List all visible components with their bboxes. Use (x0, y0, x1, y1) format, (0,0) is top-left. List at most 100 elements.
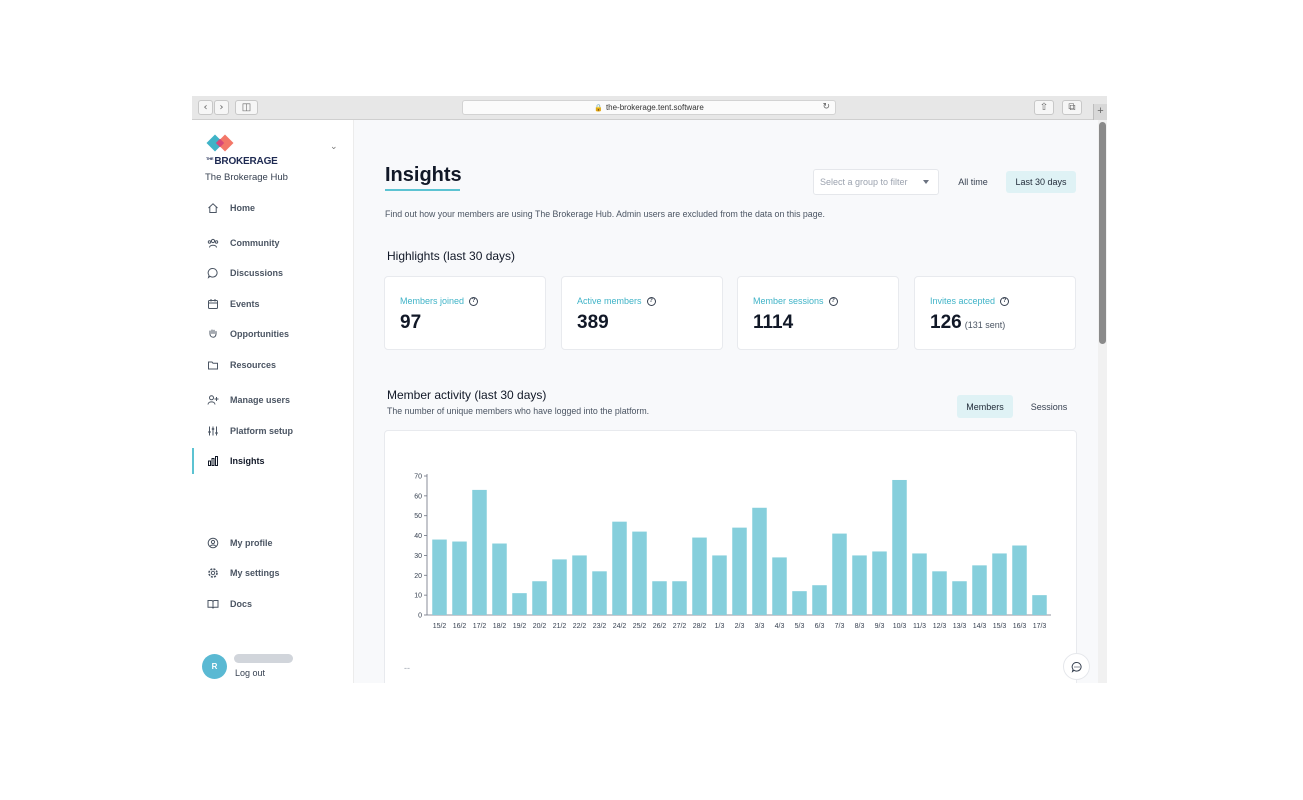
user-circle-icon (207, 537, 219, 549)
sidebar-item-home[interactable]: Home (192, 198, 354, 218)
card-label: Member sessions? (753, 296, 838, 306)
bar-14-3 (972, 565, 987, 615)
bar-18-2 (492, 543, 507, 615)
sidebar-item-resources[interactable]: Resources (192, 355, 354, 375)
share-icon[interactable]: ⇧ (1034, 100, 1054, 115)
y-tick-label: 60 (414, 493, 422, 500)
sidebar-item-label: Platform setup (230, 426, 294, 436)
y-tick-label: 30 (414, 553, 422, 560)
bar-24-2 (612, 521, 627, 615)
x-tick-label: 24/2 (613, 623, 627, 630)
x-tick-label: 26/2 (653, 623, 667, 630)
sidebar-item-platform-setup[interactable]: Platform setup (192, 421, 354, 441)
x-tick-label: 9/3 (875, 623, 885, 630)
bar-13-3 (952, 581, 967, 615)
calendar-icon (208, 299, 218, 309)
bar-15-2 (432, 539, 447, 615)
home-icon (208, 203, 218, 213)
x-tick-label: 16/2 (453, 623, 467, 630)
bar-22-2 (572, 555, 587, 615)
sidebar-item-label: Resources (230, 360, 277, 370)
sidebar-item-label: Insights (230, 456, 265, 466)
bar-1-3 (712, 555, 727, 615)
user-plus-icon (207, 395, 219, 405)
x-tick-label: 15/3 (993, 623, 1007, 630)
x-tick-label: 21/2 (553, 623, 567, 630)
card-value: 1114 (753, 312, 794, 333)
x-tick-label: 5/3 (795, 623, 805, 630)
group-filter-select[interactable]: Select a group to filter (813, 169, 939, 195)
bar-8-3 (852, 555, 867, 615)
bar-5-3 (792, 591, 807, 615)
card-active-members: Active members? 389 (561, 276, 723, 350)
sidebar-item-manage-users[interactable]: Manage users (192, 390, 354, 410)
card-label: Active members? (577, 296, 656, 306)
sidebar-item-events[interactable]: Events (192, 294, 354, 314)
page-title: Insights (385, 164, 462, 186)
sidebar-item-community[interactable]: Community (192, 233, 354, 253)
tab-sessions[interactable]: Sessions (1030, 401, 1068, 412)
x-tick-label: 13/3 (953, 623, 967, 630)
sidebar-item-my-settings[interactable]: My settings (192, 563, 354, 583)
x-tick-label: 16/3 (1013, 623, 1027, 630)
help-icon[interactable]: ? (469, 296, 479, 306)
brokerage-logo-icon (206, 134, 234, 152)
sidebar-item-docs[interactable]: Docs (192, 594, 354, 614)
bar-4-3 (772, 557, 787, 615)
bar-2-3 (732, 527, 747, 615)
logo-wordmark: THEBROKERAGE (206, 156, 278, 167)
sidebar-item-label: Events (230, 299, 260, 309)
all-time-button[interactable]: All time (958, 177, 988, 187)
tab-members[interactable]: Members (957, 395, 1013, 418)
last-30-days-button[interactable]: Last 30 days (1006, 171, 1076, 193)
y-tick-label: 10 (414, 593, 422, 600)
chevron-down-icon[interactable]: ⌄ (330, 142, 338, 152)
sidebar-item-insights[interactable]: Insights (192, 448, 354, 474)
bar-7-3 (832, 533, 847, 615)
reload-icon[interactable]: ↻ (822, 102, 830, 112)
bar-chart: 0 10 20 30 40 50 60 70 15/2 16/2 17/2 18/2 19/2 20/2 2… (414, 474, 1051, 630)
sidebar-item-my-profile[interactable]: My profile (192, 533, 354, 553)
x-tick-label: 22/2 (573, 623, 587, 630)
activity-title: Member activity (last 30 days) (387, 388, 547, 402)
sidebar-toggle-icon[interactable]: ◫ (235, 100, 258, 115)
card-invites-accepted: Invites accepted? 126 (131 sent) (914, 276, 1076, 350)
chat-widget-button[interactable] (1063, 653, 1090, 680)
new-tab-icon[interactable]: + (1093, 104, 1107, 120)
help-icon[interactable]: ? (1000, 296, 1010, 306)
chat-bubble-icon (207, 268, 218, 279)
x-tick-label: 12/3 (933, 623, 947, 630)
sidebar-item-label: My profile (230, 538, 273, 548)
hand-icon (209, 329, 217, 338)
logout-link[interactable]: Log out (235, 668, 266, 678)
sidebar-item-opportunities[interactable]: Opportunities (192, 324, 354, 344)
x-tick-label: 6/3 (815, 623, 825, 630)
sidebar-item-label: Manage users (230, 395, 291, 405)
tabs-icon[interactable]: ⧉ (1062, 100, 1082, 115)
user-name-redacted (234, 654, 293, 663)
x-tick-label: 3/3 (755, 623, 765, 630)
x-tick-label: 17/3 (1033, 623, 1047, 630)
x-tick-label: 11/3 (913, 623, 926, 630)
url-text: the-brokerage.tent.software (605, 103, 704, 112)
y-tick-label: 70 (414, 474, 422, 481)
group-filter-placeholder: Select a group to filter (820, 177, 908, 187)
book-icon (207, 600, 219, 609)
bar-19-2 (512, 593, 527, 615)
address-bar[interactable]: 🔒 the-brokerage.tent.software ↻ (462, 100, 836, 115)
help-icon[interactable]: ? (646, 296, 656, 306)
avatar[interactable]: R (202, 654, 227, 679)
bar-11-3 (912, 553, 927, 615)
sidebar: THEBROKERAGE ⌄ The Brokerage Hub Home Co… (192, 120, 354, 683)
help-icon[interactable]: ? (828, 296, 838, 306)
sidebar-item-discussions[interactable]: Discussions (192, 263, 354, 283)
scrollbar-thumb[interactable] (1099, 122, 1106, 344)
scrollbar[interactable] (1098, 120, 1107, 683)
sidebar-item-label: Discussions (230, 268, 284, 278)
bar-chart-icon (208, 456, 218, 466)
browser-window: ‹ › ◫ 🔒 the-brokerage.tent.software ↻ ⇧ … (192, 96, 1107, 683)
x-tick-label: 19/2 (513, 623, 527, 630)
back-icon[interactable]: ‹ (198, 100, 213, 115)
forward-icon[interactable]: › (214, 100, 229, 115)
sidebar-item-label: Home (230, 203, 256, 213)
